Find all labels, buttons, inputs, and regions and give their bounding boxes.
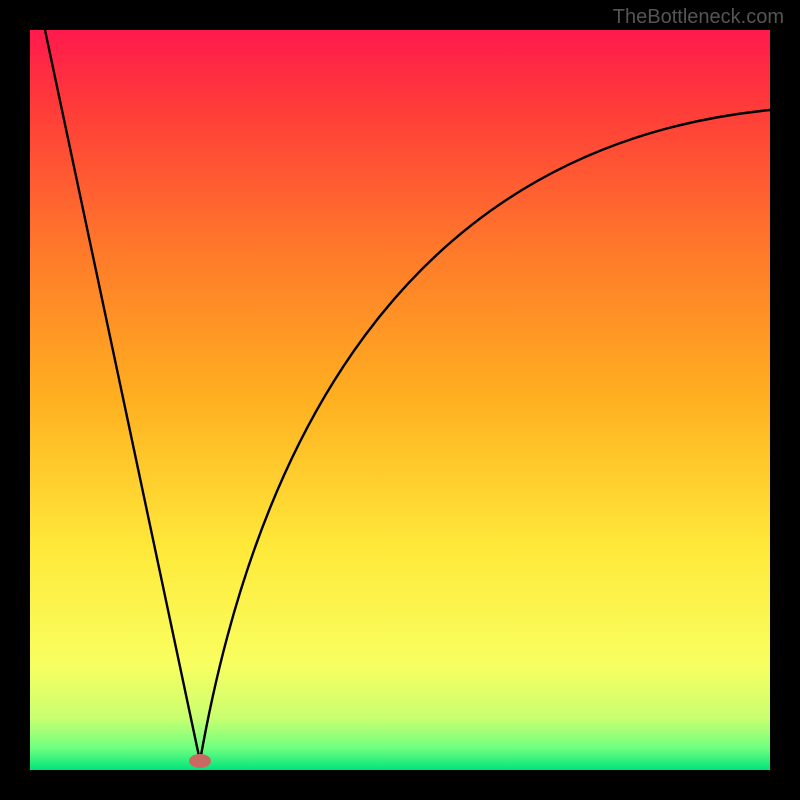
bottleneck-chart: TheBottleneck.com <box>0 0 800 800</box>
frame-right <box>770 0 800 800</box>
optimum-marker <box>189 754 211 768</box>
plot-background <box>30 30 770 770</box>
frame-bottom <box>0 770 800 800</box>
watermark-text: TheBottleneck.com <box>613 6 784 28</box>
frame-left <box>0 0 30 800</box>
